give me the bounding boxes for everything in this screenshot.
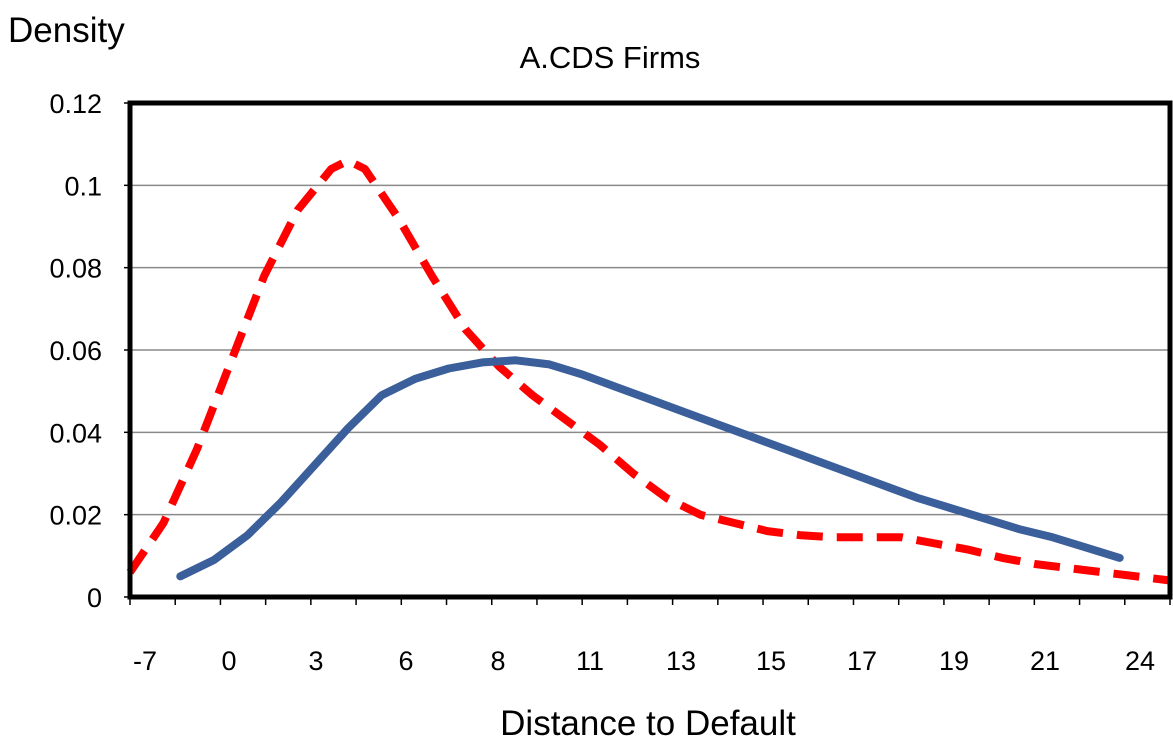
gridlines xyxy=(130,184,1170,516)
x-tick-label: 19 xyxy=(939,646,969,676)
y-axis-title: Density xyxy=(8,11,125,50)
x-tick-label: 24 xyxy=(1125,646,1155,676)
x-tick-label: 3 xyxy=(308,646,323,676)
series-line-dashed xyxy=(126,156,1171,585)
y-tick-label: 0.08 xyxy=(49,254,102,284)
y-tick-label: 0.02 xyxy=(49,501,102,531)
y-tick-label: 0.04 xyxy=(49,418,102,448)
chart-title: A.CDS Firms xyxy=(520,40,701,75)
x-tick-label: 13 xyxy=(666,646,696,676)
x-tick-label: 15 xyxy=(756,646,786,676)
y-tick-label: 0 xyxy=(87,583,102,613)
x-tick-label: 8 xyxy=(490,646,505,676)
x-tick-label: 21 xyxy=(1030,646,1060,676)
y-tick-label: 0.06 xyxy=(49,336,102,366)
series-line-solid xyxy=(176,356,1124,581)
x-axis: -7 0 3 6 8 11 13 15 17 19 21 24 xyxy=(129,597,1171,676)
x-tick-label: -7 xyxy=(133,646,157,676)
x-tick-label: 17 xyxy=(847,646,877,676)
y-axis: 0 0.02 0.04 0.06 0.08 0.1 0.12 xyxy=(49,89,130,613)
x-tick-label: 0 xyxy=(221,646,236,676)
series-layer xyxy=(126,156,1171,585)
x-axis-title: Distance to Default xyxy=(500,704,796,743)
plot-frame xyxy=(127,100,1173,600)
y-tick-label: 0.12 xyxy=(49,89,102,119)
y-tick-label: 0.1 xyxy=(64,171,102,201)
x-tick-label: 11 xyxy=(576,646,604,676)
x-tick-label: 6 xyxy=(398,646,413,676)
